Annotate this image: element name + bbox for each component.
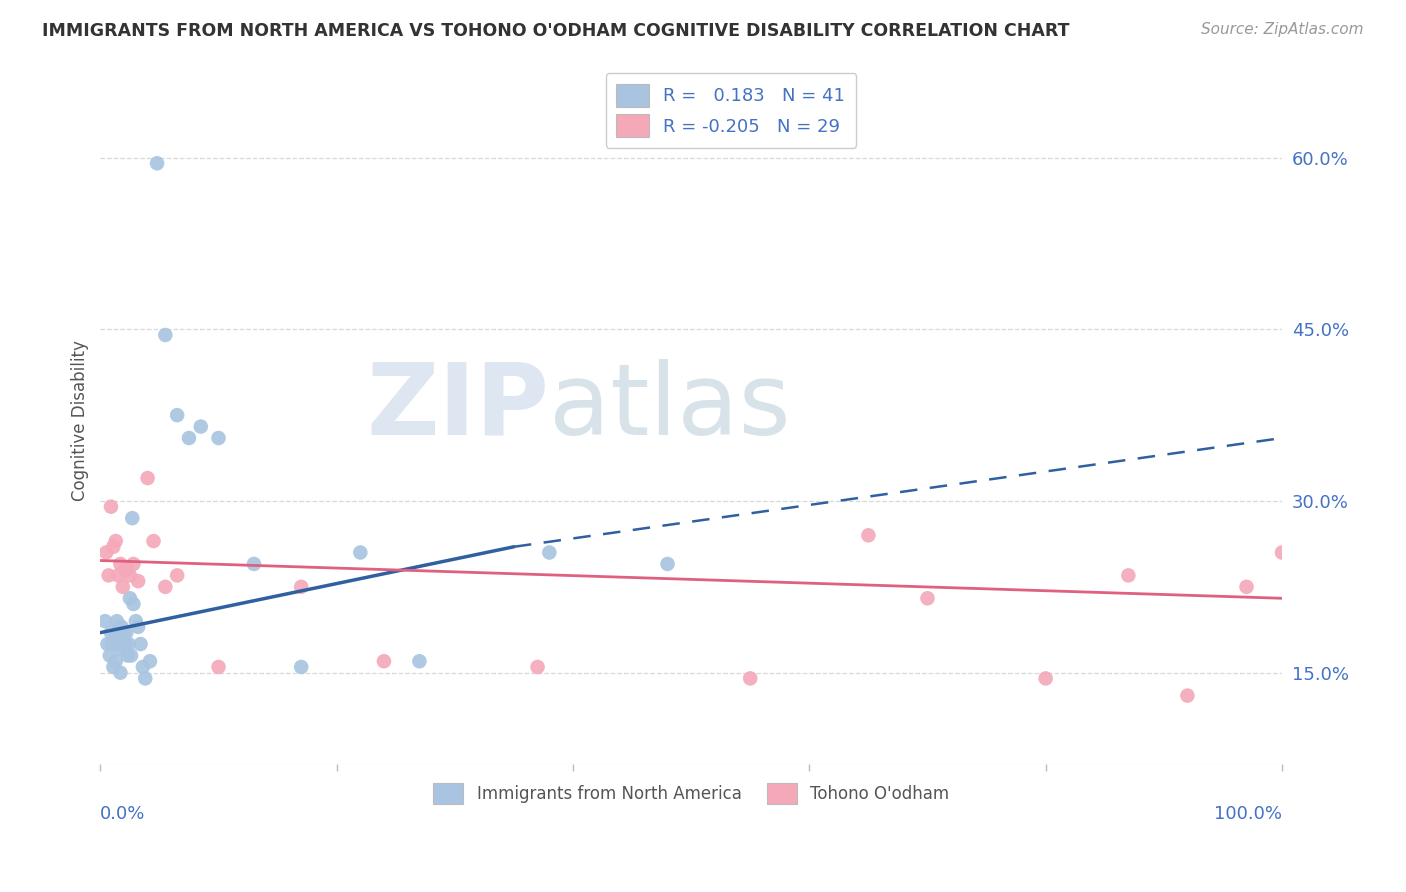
Point: [207, 660, 229, 674]
Point: [121, 511, 143, 525]
Point: [373, 654, 395, 668]
Point: [117, 648, 139, 663]
Point: [111, 580, 134, 594]
Point: [107, 637, 129, 651]
Point: [114, 637, 136, 651]
Point: [96, 545, 118, 559]
Point: [190, 419, 212, 434]
Point: [96, 637, 118, 651]
Point: [132, 660, 155, 674]
Point: [177, 431, 200, 445]
Point: [110, 557, 132, 571]
Point: [122, 597, 145, 611]
Text: ZIP: ZIP: [367, 359, 550, 456]
Point: [207, 431, 229, 445]
Text: 0.0%: 0.0%: [100, 805, 146, 823]
Point: [101, 637, 124, 651]
Point: [538, 545, 561, 559]
Point: [166, 408, 188, 422]
Point: [526, 660, 548, 674]
Point: [1177, 689, 1199, 703]
Point: [166, 568, 188, 582]
Point: [111, 620, 134, 634]
Point: [118, 591, 141, 606]
Point: [120, 648, 142, 663]
Text: IMMIGRANTS FROM NORTH AMERICA VS TOHONO O'ODHAM COGNITIVE DISABILITY CORRELATION: IMMIGRANTS FROM NORTH AMERICA VS TOHONO …: [42, 22, 1070, 40]
Point: [1035, 672, 1057, 686]
Point: [97, 568, 120, 582]
Point: [1271, 545, 1294, 559]
Y-axis label: Cognitive Disability: Cognitive Disability: [72, 341, 89, 501]
Point: [98, 648, 121, 663]
Point: [100, 500, 122, 514]
Point: [122, 557, 145, 571]
Point: [104, 654, 127, 668]
Point: [858, 528, 880, 542]
Point: [105, 614, 128, 628]
Point: [127, 574, 149, 588]
Text: 100.0%: 100.0%: [1213, 805, 1282, 823]
Point: [94, 614, 117, 628]
Point: [117, 563, 139, 577]
Point: [103, 632, 125, 646]
Text: atlas: atlas: [550, 359, 792, 456]
Point: [349, 545, 371, 559]
Point: [107, 568, 129, 582]
Point: [127, 620, 149, 634]
Point: [740, 672, 762, 686]
Point: [125, 614, 148, 628]
Point: [290, 580, 312, 594]
Point: [146, 156, 169, 170]
Point: [657, 557, 679, 571]
Point: [118, 637, 141, 651]
Point: [114, 563, 136, 577]
Point: [100, 625, 122, 640]
Point: [134, 672, 156, 686]
Point: [104, 534, 127, 549]
Point: [103, 660, 125, 674]
Point: [155, 580, 177, 594]
Point: [243, 557, 266, 571]
Point: [118, 568, 141, 582]
Point: [129, 637, 152, 651]
Point: [1118, 568, 1140, 582]
Point: [103, 540, 125, 554]
Point: [155, 328, 177, 343]
Point: [108, 620, 131, 634]
Text: Source: ZipAtlas.com: Source: ZipAtlas.com: [1201, 22, 1364, 37]
Point: [139, 654, 162, 668]
Point: [1236, 580, 1258, 594]
Legend: Immigrants from North America, Tohono O'odham: Immigrants from North America, Tohono O'…: [426, 776, 956, 811]
Point: [110, 665, 132, 680]
Point: [142, 534, 165, 549]
Point: [111, 642, 134, 657]
Point: [115, 625, 138, 640]
Point: [290, 660, 312, 674]
Point: [408, 654, 430, 668]
Point: [136, 471, 159, 485]
Point: [112, 625, 135, 640]
Point: [917, 591, 939, 606]
